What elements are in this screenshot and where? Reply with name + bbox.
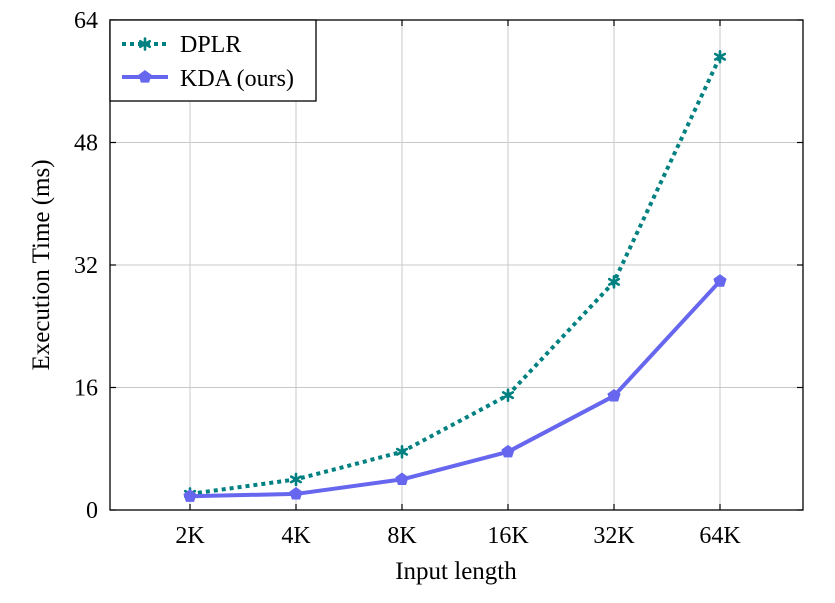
x-tick-label: 32K: [593, 523, 635, 549]
x-tick-label: 8K: [387, 523, 417, 549]
y-axis-label: Execution Time (ms): [28, 159, 55, 370]
legend-label-kda: KDA (ours): [180, 66, 294, 92]
data-point-kda-ours: [501, 444, 515, 458]
data-point-dplr: [607, 275, 621, 289]
data-point-dplr: [289, 472, 303, 487]
y-tick-label: 16: [74, 376, 98, 402]
series-layer: [183, 49, 727, 502]
series-line-dplr: [189, 55, 722, 496]
data-point-kda-ours: [289, 486, 303, 500]
legend-marker-kda-ours: [138, 70, 152, 83]
data-point-dplr: [395, 445, 409, 459]
data-point-kda-ours: [395, 472, 409, 485]
y-tick-label: 48: [74, 131, 98, 157]
legend-box: [109, 19, 317, 102]
x-tick-label: 2K: [175, 523, 205, 549]
data-point-kda-ours: [183, 489, 197, 502]
legend-label-dplr: DPLR: [180, 32, 241, 58]
legend-sample-kda: [122, 70, 168, 83]
data-point-kda-ours: [713, 274, 727, 287]
data-point-dplr: [713, 49, 727, 64]
y-tick-label: 64: [74, 8, 98, 34]
series-line-kda-ours: [189, 279, 722, 499]
x-axis-label: Input length: [395, 558, 517, 585]
legend: DPLR KDA (ours): [109, 19, 317, 102]
y-tick-labels: 0 16 32 48 64: [74, 8, 98, 524]
x-tick-labels: 2K 4K 8K 16K 32K 64K: [175, 523, 741, 549]
x-tick-label: 16K: [487, 523, 529, 549]
y-tick-label: 32: [74, 253, 98, 279]
x-tick-label: 4K: [281, 523, 311, 549]
y-tick-label: 0: [86, 498, 98, 524]
data-point-dplr: [501, 388, 515, 402]
legend-marker-dplr: [138, 37, 152, 51]
data-point-kda-ours: [607, 388, 621, 402]
legend-sample-dplr: [122, 37, 168, 51]
x-tick-label: 64K: [699, 523, 741, 549]
